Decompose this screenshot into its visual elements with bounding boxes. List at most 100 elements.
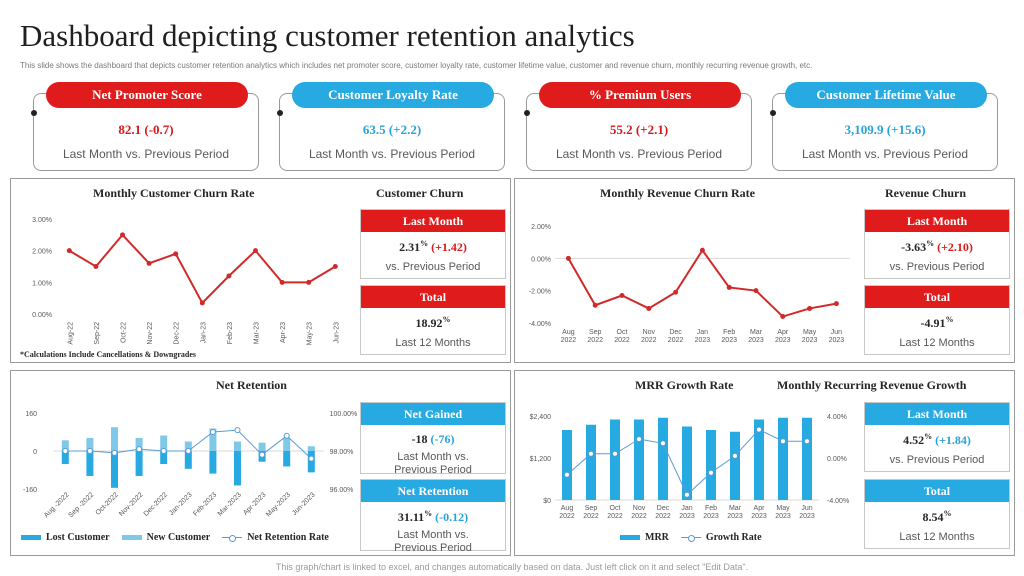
bar-lost-customer <box>184 451 192 469</box>
x-tick-label: Apr-2023 <box>242 491 267 516</box>
bar-new-customer <box>234 441 241 451</box>
data-point <box>259 451 266 458</box>
x-tick-label: Dec-2022 <box>143 491 169 517</box>
card-value: 2.31% (+1.42) <box>399 239 467 254</box>
bullet-dot <box>770 110 776 116</box>
data-point <box>833 301 839 307</box>
chart-title: MRR Growth Rate <box>635 378 734 392</box>
data-point <box>160 448 167 454</box>
x-tick-label: Dec 2022 <box>668 329 684 344</box>
y-tick-label: 3.00% <box>32 217 52 224</box>
data-point <box>279 279 285 285</box>
x-tick-label: Nov-2022 <box>118 491 144 517</box>
legend-item-lost-customer: Lost Customer <box>21 532 110 543</box>
x-tick-label: Feb-2023 <box>192 491 218 517</box>
data-point <box>780 438 786 445</box>
data-point <box>564 471 570 478</box>
data-point <box>93 264 99 269</box>
data-point <box>619 293 625 299</box>
legend-item-net-retention-rate: Net Retention Rate <box>222 532 329 543</box>
data-point <box>199 300 205 306</box>
bar-new-customer <box>61 440 69 451</box>
bullet-dot <box>524 110 530 116</box>
data-point <box>332 264 338 269</box>
x-tick-label: Mar 2023 <box>727 505 743 520</box>
mrr-legend: MRR Growth Rate <box>620 532 774 543</box>
bar-new-customer <box>209 428 217 451</box>
data-point <box>146 260 152 266</box>
panel-net-retention: Net Retention 160 0 -160 100.00% 98.00% 96.00… <box>10 370 511 556</box>
data-point <box>209 429 216 435</box>
data-point <box>726 284 732 290</box>
x-tick-label: Mar-2023 <box>217 491 243 517</box>
kpi-card-customer-loyalty-rate: Customer Loyalty Rate 63.5 (+2.2) Last M… <box>277 82 505 171</box>
side-title: Customer Churn <box>376 186 464 200</box>
kpi-value: 63.5 (+2.2) <box>362 122 422 137</box>
x-tick-label: Jun-2023 <box>291 491 317 517</box>
series-line <box>68 233 336 305</box>
bar-mrr <box>730 431 740 500</box>
x-tick-label: Sep-22 <box>94 322 101 345</box>
side-title: Revenue Churn <box>885 186 967 200</box>
y-tick-label: 2.00% <box>531 224 551 231</box>
card-subtext: vs. Previous Period <box>889 454 985 466</box>
card-subtext: Last 12 Months <box>899 337 975 349</box>
card-value: 31.11% (-0.12) <box>397 509 469 524</box>
bullet-dot <box>277 110 283 116</box>
bar-new-customer <box>135 437 143 451</box>
x-tick-label: Oct 2022 <box>614 329 630 344</box>
card-header: Total <box>361 286 505 308</box>
x-tick-label: Oct-2022 <box>95 491 120 516</box>
bar-lost-customer <box>86 451 94 476</box>
calculation-note: *Calculations Include Cancellations & Do… <box>20 350 197 359</box>
customer-churn-line-chart: 3.00% 2.00% 1.00% 0.00% Aug-22 Sep-22 Oct-22 No… <box>32 217 340 345</box>
panel-mrr-growth: MRR Growth Rate Monthly Recurring Revenu… <box>514 370 1015 556</box>
card-header: Last Month <box>865 403 1009 425</box>
bar-mrr <box>706 430 716 500</box>
data-point <box>673 289 679 295</box>
panel-customer-churn: Monthly Customer Churn Rate Customer Chu… <box>10 178 511 363</box>
x-tick-label: Nov 2022 <box>631 505 647 520</box>
card-last-month: Last Month -3.63% (+2.10) vs. Previous P… <box>864 209 1010 279</box>
data-point <box>592 302 598 308</box>
x-tick-label: Nov 2022 <box>641 329 657 344</box>
bar-lost-customer <box>160 451 168 465</box>
y-tick-label: -4.00% <box>529 321 551 328</box>
data-point <box>234 427 241 434</box>
x-tick-label: Dec-22 <box>174 322 181 345</box>
x-tick-label: Oct-22 <box>121 322 128 343</box>
data-point <box>756 426 762 433</box>
footer-note: This graph/chart is linked to excel, and… <box>275 562 749 572</box>
kpi-label: Customer Loyalty Rate <box>292 82 494 108</box>
y-right-tick-label: 4.00% <box>827 414 847 421</box>
data-point <box>708 469 714 476</box>
y-tick-label: 0.00% <box>531 256 551 263</box>
x-tick-label: Sep 2022 <box>587 329 603 344</box>
bar-mrr <box>682 426 692 500</box>
panel-revenue-churn: Monthly Revenue Churn Rate Revenue Churn… <box>514 178 1015 363</box>
x-tick-label: Feb 2023 <box>721 329 737 344</box>
x-tick-label: Feb 2023 <box>703 505 719 520</box>
bar-lost-customer <box>283 451 291 467</box>
bar-mrr <box>754 419 764 500</box>
card-subtext: Last 12 Months <box>899 531 975 543</box>
revenue-churn-line-chart: 2.00% 0.00% -2.00% -4.00% Aug 2022 Sep 2022 Oct 2… <box>529 224 850 344</box>
card-total: Total 18.92% Last 12 Months <box>360 285 506 355</box>
card-last-month: Last Month 2.31% (+1.42) vs. Previous Pe… <box>360 209 506 279</box>
data-point <box>111 449 118 456</box>
data-point <box>646 305 652 311</box>
bar-mrr <box>562 430 572 500</box>
chart-title: Monthly Revenue Churn Rate <box>600 186 755 200</box>
card-header: Total <box>865 286 1009 308</box>
x-tick-label: Mar 2023 <box>748 329 764 344</box>
bar-new-customer <box>258 442 266 451</box>
x-tick-label: Aug-22 <box>67 322 74 345</box>
y-left-tick-label: $1,200 <box>530 456 552 463</box>
bar-mrr <box>586 424 596 500</box>
x-tick-label: Aug 2022 <box>559 505 575 520</box>
card-header: Net Retention <box>361 480 505 502</box>
bar-new-customer <box>86 437 94 451</box>
kpi-card-customer-lifetime-value: Customer Lifetime Value 3,109.9 (+15.6) … <box>770 82 998 171</box>
y-left-tick-label: -160 <box>23 487 37 494</box>
card-header: Net Gained <box>361 403 505 425</box>
